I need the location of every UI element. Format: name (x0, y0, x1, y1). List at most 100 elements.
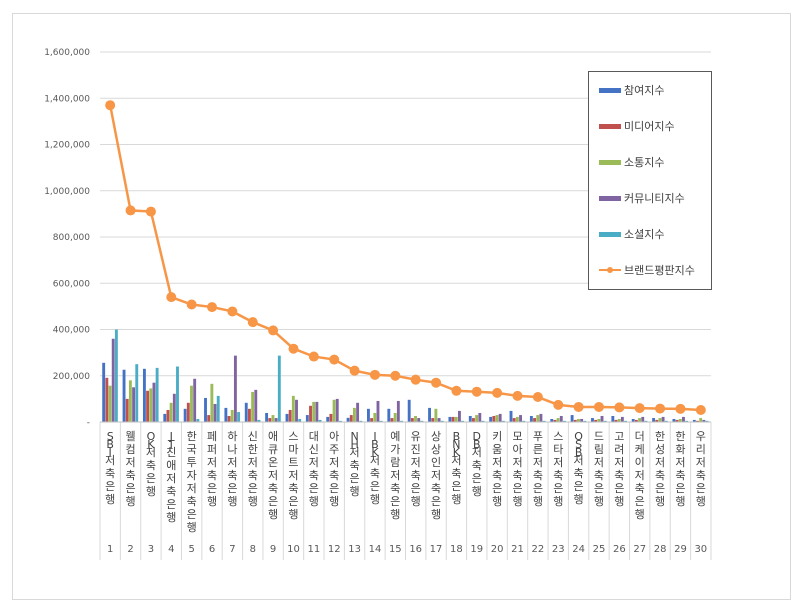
bar (685, 420, 689, 422)
line-marker (593, 401, 604, 412)
bar (678, 418, 682, 422)
bar (190, 385, 193, 422)
line-marker (349, 365, 360, 376)
bar (481, 420, 485, 422)
x-rank-number: 12 (328, 544, 341, 555)
legend-item-brand-reputation: 브랜드평판지수 (599, 262, 695, 278)
bar (705, 420, 709, 422)
chart-legend: 참여지수 미디어지수 소통지수 커뮤니티지수 소셜지수 브랜드평판지수 (588, 71, 712, 290)
bar (519, 415, 522, 422)
bar (417, 418, 421, 422)
line-marker (512, 390, 523, 401)
y-tick-label: 1,000,000 (44, 187, 90, 197)
line-marker (268, 325, 279, 336)
bar (271, 415, 275, 422)
bar (216, 395, 220, 422)
bar (550, 418, 554, 422)
bar (458, 410, 461, 422)
line-marker (329, 354, 340, 365)
bar (664, 420, 668, 422)
x-rank-number: 8 (250, 544, 256, 555)
bar (410, 418, 414, 422)
x-rank-number: 23 (552, 544, 565, 555)
y-tick-label: - (87, 418, 90, 428)
bar (597, 418, 601, 422)
bar (305, 415, 309, 422)
bar (315, 401, 319, 422)
line-marker (675, 403, 686, 414)
bar (346, 417, 350, 422)
bar (352, 407, 356, 422)
x-rank-number: 13 (348, 544, 361, 555)
y-tick-label: 1,200,000 (44, 141, 90, 151)
x-rank-number: 18 (450, 544, 463, 555)
bar (359, 420, 363, 422)
y-tick-label: 1,600,000 (44, 48, 90, 58)
bar (696, 420, 699, 422)
bar (230, 409, 234, 422)
bar (475, 415, 479, 422)
bar (702, 419, 706, 422)
bar (111, 338, 115, 422)
legend-label: 브랜드평판지수 (624, 264, 695, 277)
x-rank-number: 9 (270, 544, 276, 555)
bar (414, 415, 417, 422)
bar (614, 419, 618, 422)
bar (285, 413, 289, 422)
bar (376, 400, 380, 422)
bar (291, 395, 295, 422)
bar (114, 329, 118, 422)
x-rank-number: 27 (633, 544, 646, 555)
line-marker (390, 370, 401, 381)
bar (142, 368, 146, 422)
bar (227, 415, 231, 422)
legend-item-participation: 참여지수 (599, 82, 664, 98)
x-rank-number: 16 (409, 544, 422, 555)
bar (390, 418, 394, 422)
legend-swatch-icon (599, 87, 621, 93)
bar (634, 419, 638, 422)
bar (655, 419, 659, 422)
bar (265, 412, 269, 422)
bar (641, 416, 645, 422)
legend-label: 참여지수 (624, 84, 665, 97)
legend-label: 소셜지수 (624, 228, 665, 241)
line-marker (145, 206, 156, 217)
bar (224, 407, 228, 422)
line-marker (227, 306, 238, 317)
line-marker (369, 369, 380, 380)
bar (254, 389, 258, 422)
bar (247, 408, 251, 422)
bar (428, 407, 431, 422)
bar (210, 383, 214, 422)
bar (559, 415, 563, 422)
bar (448, 416, 452, 422)
bar (461, 420, 465, 422)
x-rank-number: 28 (654, 544, 667, 555)
bar (163, 413, 167, 422)
bar (611, 415, 615, 422)
line-marker (410, 374, 421, 385)
bar (268, 418, 272, 422)
bar (440, 420, 444, 422)
legend-swatch-icon (599, 159, 621, 165)
bar (400, 420, 403, 422)
x-rank-number: 5 (188, 544, 194, 555)
x-rank-number: 21 (511, 544, 524, 555)
line-marker (431, 377, 442, 388)
bar (512, 418, 516, 422)
line-marker (186, 299, 197, 310)
line-marker (553, 399, 564, 410)
bar (501, 420, 505, 422)
bar (213, 403, 217, 422)
